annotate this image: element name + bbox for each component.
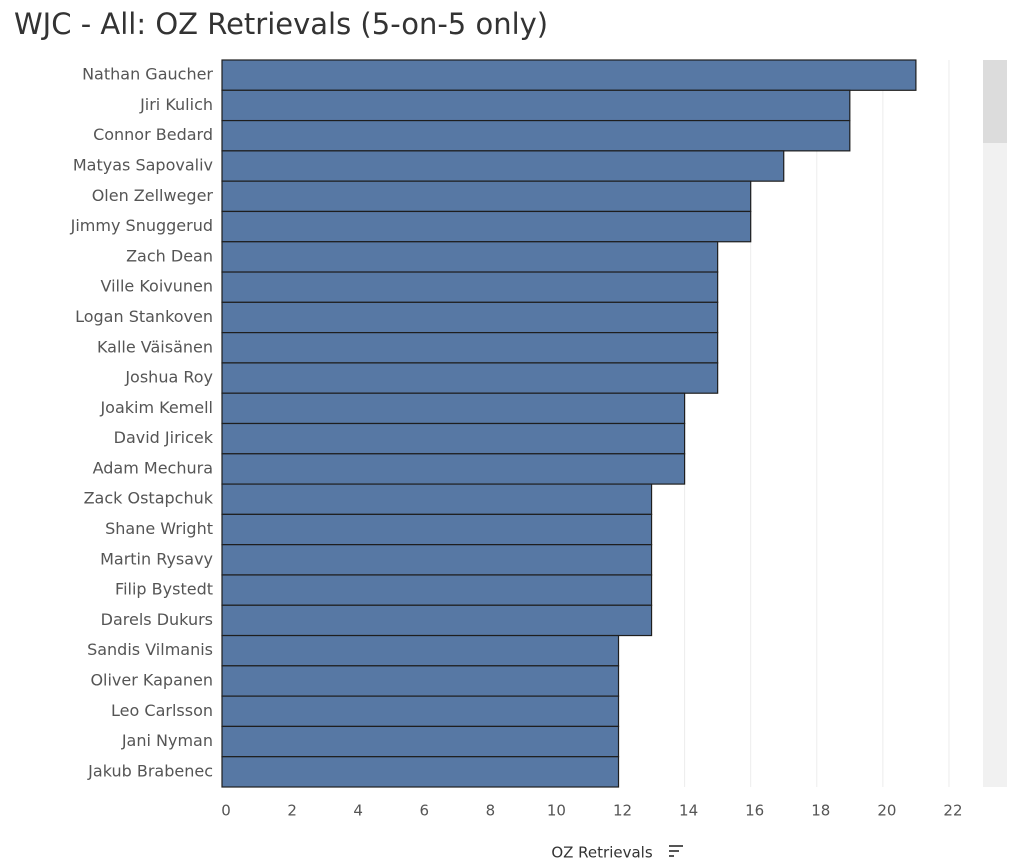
bar (221, 725, 620, 758)
y-tick-label: Oliver Kapanen (90, 670, 213, 689)
bar (221, 695, 620, 728)
y-tick-label: David Jiricek (114, 428, 214, 447)
y-tick-label: Martin Rysavy (100, 549, 213, 568)
y-tick-label: Shane Wright (105, 519, 213, 538)
y-tick-label: Joshua Roy (124, 368, 213, 387)
bar (221, 89, 851, 122)
bar (221, 422, 686, 455)
y-tick-label: Leo Carlsson (111, 701, 213, 720)
y-tick-label: Ville Koivunen (100, 277, 213, 296)
sort-icon[interactable] (669, 845, 683, 857)
bar (221, 210, 752, 243)
bar (221, 483, 653, 515)
bar (221, 301, 719, 334)
scrollbar[interactable] (983, 60, 1007, 787)
y-tick-label: Darels Dukurs (101, 610, 213, 629)
x-tick-label: 0 (221, 802, 231, 820)
y-tick-label: Jani Nyman (121, 731, 213, 750)
x-tick-label: 16 (745, 802, 764, 820)
bar (221, 574, 653, 606)
bar (221, 634, 620, 667)
x-tick-label: 14 (679, 802, 698, 820)
y-tick-label: Matyas Sapovaliv (73, 156, 213, 175)
y-tick-label: Logan Stankoven (75, 307, 213, 326)
x-tick-label: 6 (419, 802, 429, 820)
bar (221, 362, 719, 394)
x-tick-label: 20 (877, 802, 896, 820)
bar (221, 756, 620, 788)
y-tick-label: Nathan Gaucher (82, 65, 213, 84)
chart-title: WJC - All: OZ Retrievals (5-on-5 only) (14, 7, 548, 41)
bar (221, 180, 752, 213)
bar (221, 119, 851, 152)
y-tick-label: Olen Zellweger (92, 186, 214, 205)
y-tick-label: Zach Dean (126, 246, 213, 265)
bar (221, 453, 686, 485)
x-tick-label: 2 (287, 802, 297, 820)
bar (221, 150, 785, 182)
y-tick-label: Jimmy Snuggerud (70, 216, 213, 235)
bar (221, 604, 653, 637)
y-tick-label: Sandis Vilmanis (87, 640, 213, 659)
y-tick-label: Adam Mechura (93, 458, 213, 477)
x-tick-label: 8 (486, 802, 496, 820)
x-tick-label: 18 (811, 802, 830, 820)
y-tick-label: Connor Bedard (93, 125, 213, 144)
x-tick-label: 4 (353, 802, 363, 820)
bar (221, 332, 719, 364)
bar (221, 59, 917, 91)
bar (221, 513, 653, 546)
x-axis-label: OZ Retrievals (551, 844, 653, 862)
bar (221, 392, 686, 425)
y-tick-label: Filip Bystedt (115, 580, 213, 599)
y-tick-label: Joakim Kemell (99, 398, 213, 417)
bar (221, 271, 719, 303)
y-tick-label: Zack Ostapchuk (84, 489, 214, 508)
y-tick-label: Kalle Väisänen (97, 337, 213, 356)
y-tick-label: Jakub Brabenec (87, 761, 213, 780)
bar (221, 665, 620, 697)
y-tick-label: Jiri Kulich (139, 95, 213, 114)
bar (221, 241, 719, 273)
x-tick-label: 10 (547, 802, 566, 820)
scrollbar-thumb[interactable] (983, 60, 1007, 143)
bar (221, 544, 653, 576)
x-tick-label: 22 (943, 802, 962, 820)
x-tick-label: 12 (613, 802, 632, 820)
